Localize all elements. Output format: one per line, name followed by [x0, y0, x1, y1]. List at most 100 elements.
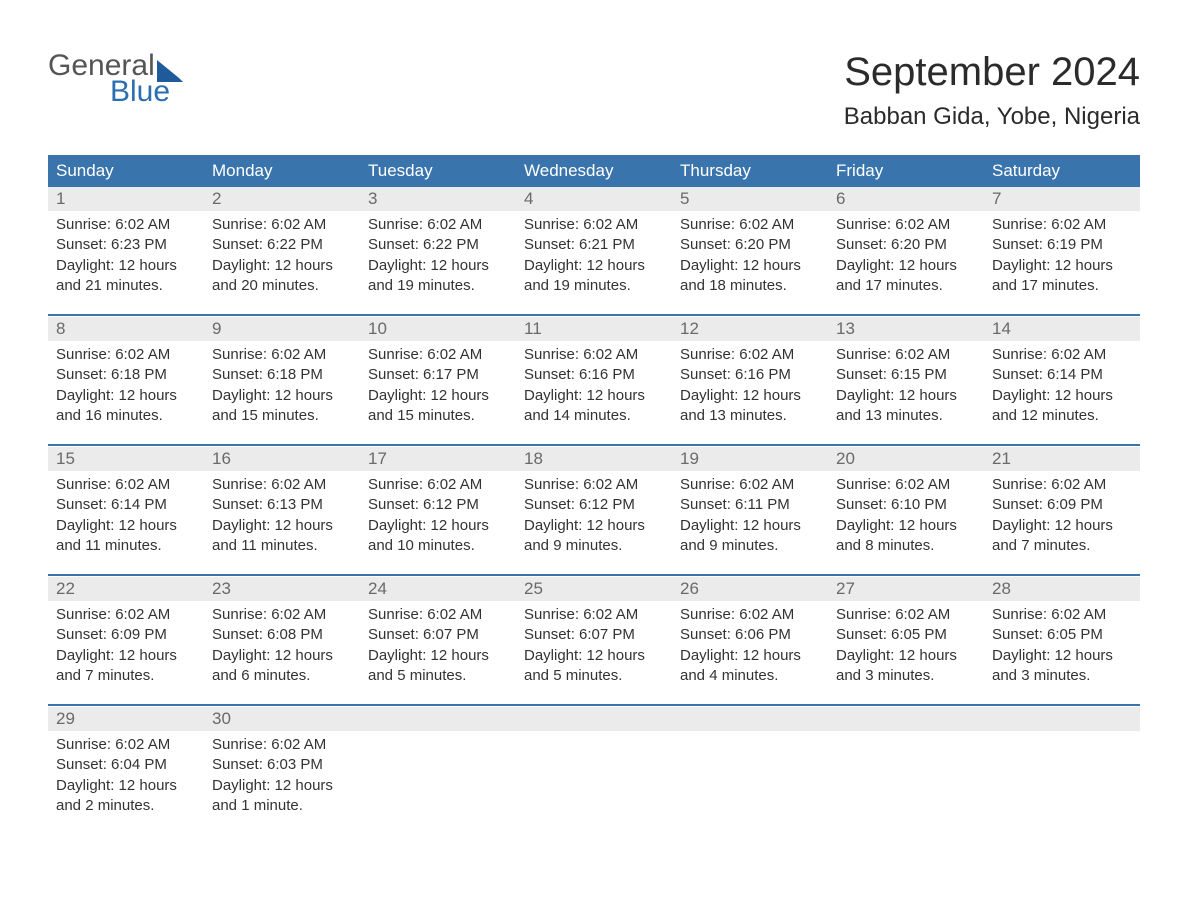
sunset-text: Sunset: 6:05 PM	[836, 625, 976, 645]
sunrise-text: Sunrise: 6:02 AM	[836, 605, 976, 625]
day-number: 5	[672, 187, 828, 211]
sunrise-text: Sunrise: 6:02 AM	[680, 345, 820, 365]
day-number	[828, 707, 984, 731]
day-cell: Sunrise: 6:02 AMSunset: 6:05 PMDaylight:…	[984, 601, 1140, 705]
day-number: 11	[516, 317, 672, 341]
day-cell: Sunrise: 6:02 AMSunset: 6:15 PMDaylight:…	[828, 341, 984, 445]
sunset-text: Sunset: 6:11 PM	[680, 495, 820, 515]
day-number-row: 2930	[48, 707, 1140, 731]
sunset-text: Sunset: 6:03 PM	[212, 755, 352, 775]
dl1-text: Daylight: 12 hours	[836, 256, 976, 276]
calendar-table: Sunday Monday Tuesday Wednesday Thursday…	[48, 155, 1140, 834]
day-number: 9	[204, 317, 360, 341]
day-number: 4	[516, 187, 672, 211]
sunrise-text: Sunrise: 6:02 AM	[56, 345, 196, 365]
sunset-text: Sunset: 6:07 PM	[524, 625, 664, 645]
sunset-text: Sunset: 6:10 PM	[836, 495, 976, 515]
sunrise-text: Sunrise: 6:02 AM	[56, 475, 196, 495]
day-number: 10	[360, 317, 516, 341]
dl2-text: and 3 minutes.	[992, 666, 1132, 686]
day-cell: Sunrise: 6:02 AMSunset: 6:12 PMDaylight:…	[516, 471, 672, 575]
sunrise-text: Sunrise: 6:02 AM	[524, 605, 664, 625]
weekday-header: Saturday	[984, 155, 1140, 187]
dl1-text: Daylight: 12 hours	[368, 516, 508, 536]
sunrise-text: Sunrise: 6:02 AM	[992, 475, 1132, 495]
day-number: 12	[672, 317, 828, 341]
dl1-text: Daylight: 12 hours	[680, 386, 820, 406]
brand-word-2: Blue	[48, 76, 185, 108]
sunrise-text: Sunrise: 6:02 AM	[212, 215, 352, 235]
sunrise-text: Sunrise: 6:02 AM	[680, 475, 820, 495]
dl1-text: Daylight: 12 hours	[56, 646, 196, 666]
dl2-text: and 17 minutes.	[992, 276, 1132, 296]
day-number: 27	[828, 577, 984, 601]
dl2-text: and 7 minutes.	[992, 536, 1132, 556]
day-cell: Sunrise: 6:02 AMSunset: 6:09 PMDaylight:…	[48, 601, 204, 705]
day-number: 6	[828, 187, 984, 211]
day-cell: Sunrise: 6:02 AMSunset: 6:16 PMDaylight:…	[672, 341, 828, 445]
dl1-text: Daylight: 12 hours	[524, 256, 664, 276]
dl2-text: and 21 minutes.	[56, 276, 196, 296]
dl2-text: and 2 minutes.	[56, 796, 196, 816]
dl1-text: Daylight: 12 hours	[56, 516, 196, 536]
dl1-text: Daylight: 12 hours	[992, 646, 1132, 666]
dl1-text: Daylight: 12 hours	[212, 776, 352, 796]
sunset-text: Sunset: 6:15 PM	[836, 365, 976, 385]
day-number: 16	[204, 447, 360, 471]
sunrise-text: Sunrise: 6:02 AM	[836, 345, 976, 365]
day-number: 1	[48, 187, 204, 211]
sunset-text: Sunset: 6:16 PM	[524, 365, 664, 385]
day-cell: Sunrise: 6:02 AMSunset: 6:12 PMDaylight:…	[360, 471, 516, 575]
sunrise-text: Sunrise: 6:02 AM	[56, 605, 196, 625]
dl1-text: Daylight: 12 hours	[212, 516, 352, 536]
brand-logo: General Blue	[48, 50, 185, 107]
title-block: September 2024 Babban Gida, Yobe, Nigeri…	[844, 50, 1140, 145]
dl2-text: and 13 minutes.	[680, 406, 820, 426]
day-number	[360, 707, 516, 731]
sunrise-text: Sunrise: 6:02 AM	[992, 215, 1132, 235]
dl2-text: and 1 minute.	[212, 796, 352, 816]
day-number: 19	[672, 447, 828, 471]
dl2-text: and 17 minutes.	[836, 276, 976, 296]
sunset-text: Sunset: 6:06 PM	[680, 625, 820, 645]
weekday-header: Wednesday	[516, 155, 672, 187]
day-number: 14	[984, 317, 1140, 341]
dl1-text: Daylight: 12 hours	[680, 516, 820, 536]
dl1-text: Daylight: 12 hours	[368, 646, 508, 666]
dl1-text: Daylight: 12 hours	[680, 256, 820, 276]
dl2-text: and 11 minutes.	[212, 536, 352, 556]
dl2-text: and 13 minutes.	[836, 406, 976, 426]
day-cell: Sunrise: 6:02 AMSunset: 6:23 PMDaylight:…	[48, 211, 204, 315]
day-number: 28	[984, 577, 1140, 601]
sunrise-text: Sunrise: 6:02 AM	[368, 215, 508, 235]
dl1-text: Daylight: 12 hours	[368, 256, 508, 276]
day-cell: Sunrise: 6:02 AMSunset: 6:06 PMDaylight:…	[672, 601, 828, 705]
sunrise-text: Sunrise: 6:02 AM	[56, 215, 196, 235]
sunset-text: Sunset: 6:16 PM	[680, 365, 820, 385]
sunset-text: Sunset: 6:12 PM	[524, 495, 664, 515]
day-cell: Sunrise: 6:02 AMSunset: 6:20 PMDaylight:…	[828, 211, 984, 315]
day-number: 8	[48, 317, 204, 341]
day-cell: Sunrise: 6:02 AMSunset: 6:07 PMDaylight:…	[516, 601, 672, 705]
dl1-text: Daylight: 12 hours	[368, 386, 508, 406]
sunset-text: Sunset: 6:17 PM	[368, 365, 508, 385]
dl2-text: and 5 minutes.	[524, 666, 664, 686]
sunset-text: Sunset: 6:09 PM	[992, 495, 1132, 515]
dl2-text: and 20 minutes.	[212, 276, 352, 296]
dl1-text: Daylight: 12 hours	[524, 646, 664, 666]
day-cell	[984, 731, 1140, 834]
day-number: 29	[48, 707, 204, 731]
dl1-text: Daylight: 12 hours	[524, 516, 664, 536]
day-cell	[360, 731, 516, 834]
sunset-text: Sunset: 6:12 PM	[368, 495, 508, 515]
dl1-text: Daylight: 12 hours	[524, 386, 664, 406]
day-number	[984, 707, 1140, 731]
sunrise-text: Sunrise: 6:02 AM	[212, 475, 352, 495]
sunrise-text: Sunrise: 6:02 AM	[836, 475, 976, 495]
sunset-text: Sunset: 6:20 PM	[836, 235, 976, 255]
sunrise-text: Sunrise: 6:02 AM	[368, 345, 508, 365]
day-cell: Sunrise: 6:02 AMSunset: 6:17 PMDaylight:…	[360, 341, 516, 445]
sunset-text: Sunset: 6:22 PM	[212, 235, 352, 255]
day-number: 24	[360, 577, 516, 601]
weekday-header-row: Sunday Monday Tuesday Wednesday Thursday…	[48, 155, 1140, 187]
